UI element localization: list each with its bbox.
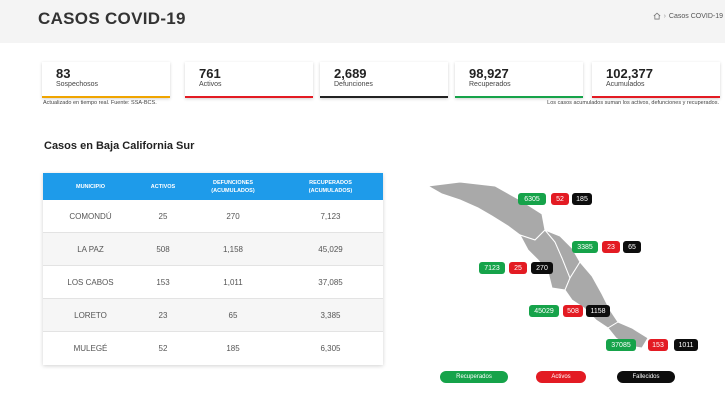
map-badge-recuperados: 3385 — [572, 241, 598, 253]
map-badge-activos: 52 — [551, 193, 569, 205]
cell-municipio: LORETO — [74, 310, 107, 320]
stat-value: 98,927 — [469, 66, 509, 81]
bcs-map: 6305 52 185 3385 23 65 7123 25 270 45029… — [420, 180, 725, 355]
cell-municipio: MULEGÉ — [73, 344, 108, 353]
map-badge-fallecidos: 65 — [623, 241, 641, 253]
cell-municipio: LOS CABOS — [67, 277, 114, 287]
cell-recuperados: 6,305 — [320, 344, 341, 353]
stat-card-defunciones: 2,689 Defunciones — [320, 62, 448, 98]
table-row: MULEGÉ 52 185 6,305 — [43, 332, 383, 365]
map-region-mulege — [426, 181, 546, 241]
map-badge-recuperados: 7123 — [479, 262, 505, 274]
cell-recuperados: 45,029 — [318, 244, 343, 254]
stat-card-recuperados: 98,927 Recuperados — [455, 62, 583, 98]
section-title: Casos en Baja California Sur — [44, 140, 195, 152]
cell-activos: 23 — [158, 310, 168, 320]
cell-municipio: COMONDÚ — [69, 211, 112, 221]
column-header-recuperados: RECUPERADOS (ACUMULADOS) — [308, 179, 353, 194]
stat-label: Recuperados — [469, 81, 511, 88]
accumulated-note: Los casos acumulados suman los activos, … — [547, 100, 719, 106]
map-badge-fallecidos: 1158 — [586, 305, 610, 317]
map-badge-activos: 508 — [563, 305, 583, 317]
map-badge-recuperados: 37085 — [606, 339, 636, 351]
cell-defunciones: 270 — [226, 211, 240, 221]
table-row: LA PAZ 508 1,158 45,029 — [43, 233, 383, 266]
stat-label: Sospechosos — [56, 81, 99, 88]
column-header-defunciones: DEFUNCIONES (ACUMULADOS) — [211, 179, 255, 194]
stat-value: 102,377 — [606, 66, 653, 81]
stat-card-activos: 761 Activos — [185, 62, 313, 98]
stat-label: Activos — [199, 81, 222, 88]
cell-defunciones: 1,011 — [223, 277, 243, 287]
cell-activos: 52 — [158, 344, 168, 353]
stat-value: 83 — [56, 66, 71, 81]
table-row: LOS CABOS 153 1,011 37,085 — [43, 266, 383, 299]
stat-color-bar — [455, 96, 583, 98]
cell-activos: 153 — [156, 277, 170, 287]
stat-label: Defunciones — [334, 81, 373, 88]
cell-activos: 25 — [158, 211, 168, 221]
stat-color-bar — [42, 96, 170, 98]
legend-activos: Activos — [536, 371, 586, 383]
map-badge-activos: 23 — [602, 241, 620, 253]
table-header: MUNICIPIO ACTIVOS DEFUNCIONES (ACUMULADO… — [43, 173, 383, 200]
stat-value: 761 — [199, 66, 221, 81]
breadcrumb-current: Casos COVID-19 — [668, 12, 723, 20]
cell-recuperados: 37,085 — [318, 277, 343, 287]
stat-color-bar — [185, 96, 313, 98]
map-badge-fallecidos: 270 — [531, 262, 553, 274]
municipality-table: MUNICIPIO ACTIVOS DEFUNCIONES (ACUMULADO… — [43, 173, 383, 365]
cell-activos: 508 — [156, 244, 170, 254]
column-header-activos: ACTIVOS — [150, 183, 176, 190]
cell-defunciones: 65 — [228, 310, 238, 320]
cell-defunciones: 1,158 — [222, 244, 244, 254]
table-row: LORETO 23 65 3,385 — [43, 299, 383, 332]
column-header-municipio: MUNICIPIO — [75, 183, 106, 190]
stat-color-bar — [320, 96, 448, 98]
cell-municipio: LA PAZ — [77, 244, 104, 254]
stat-card-acumulados: 102,377 Acumulados — [592, 62, 720, 98]
home-icon[interactable] — [653, 12, 661, 20]
legend-fallecidos: Fallecidos — [617, 371, 675, 383]
table-body: COMONDÚ 25 270 7,123 LA PAZ 508 1,158 45… — [43, 200, 383, 365]
cell-defunciones: 185 — [226, 344, 240, 353]
cell-recuperados: 3,385 — [320, 310, 341, 320]
bcs-map-shape — [426, 181, 649, 349]
update-note: Actualizado en tiempo real. Fuente: SSA-… — [43, 100, 157, 106]
map-badge-fallecidos: 185 — [572, 193, 592, 205]
stat-value: 2,689 — [334, 66, 367, 81]
table-row: COMONDÚ 25 270 7,123 — [43, 200, 383, 233]
stat-color-bar — [592, 96, 720, 98]
page-title: CASOS COVID-19 — [38, 9, 186, 28]
map-badge-recuperados: 45029 — [529, 305, 559, 317]
map-badge-activos: 25 — [509, 262, 527, 274]
map-badge-activos: 153 — [648, 339, 668, 351]
stat-label: Acumulados — [606, 81, 645, 88]
stat-card-sospechosos: 83 Sospechosos — [42, 62, 170, 98]
breadcrumb-separator: › — [663, 12, 666, 20]
page-header: CASOS COVID-19 › Casos COVID-19 — [0, 0, 725, 43]
cell-recuperados: 7,123 — [320, 211, 341, 221]
breadcrumb: › Casos COVID-19 — [653, 12, 723, 20]
map-badge-fallecidos: 1011 — [674, 339, 698, 351]
legend-recuperados: Recuperados — [440, 371, 508, 383]
map-badge-recuperados: 6305 — [518, 193, 546, 205]
